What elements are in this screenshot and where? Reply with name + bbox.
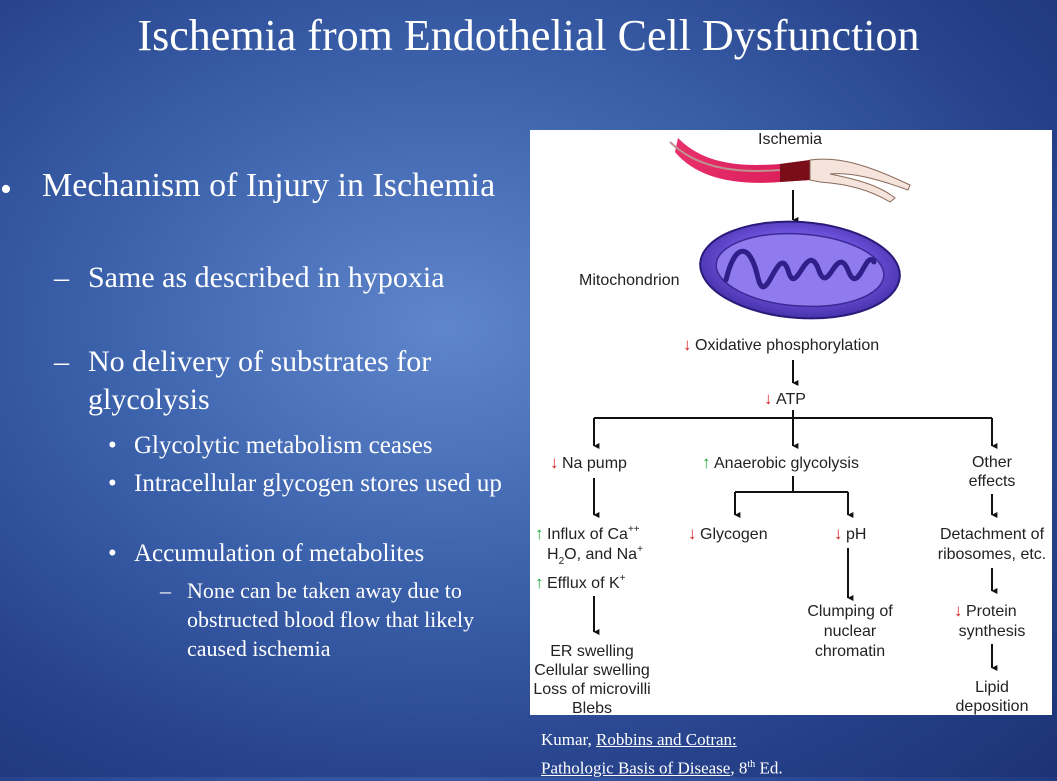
label-other: Other: [972, 454, 1013, 471]
bullet-dot: •: [108, 470, 117, 497]
bullet-mechanism: Mechanism of Injury in Ischemia: [42, 167, 496, 204]
label-ph: pH: [846, 526, 866, 543]
decrease-arrow-icon: ↓: [683, 335, 692, 354]
increase-arrow-icon: ↑: [535, 524, 544, 543]
blood-vessel-icon: [669, 138, 911, 203]
label-chromatin: chromatin: [815, 643, 885, 660]
label-clumping: Clumping of: [807, 603, 893, 620]
dash-marker: –: [160, 578, 171, 603]
ischemia-diagram: Ischemia Mitochondrion ↓ Oxidative phosp…: [530, 130, 1052, 715]
dash-marker: –: [54, 345, 69, 378]
label-ischemia: Ischemia: [758, 131, 822, 148]
label-blebs: Blebs: [572, 700, 612, 715]
bullet-dot: •: [108, 540, 117, 567]
subsubsub-bullet-blood-flow: None can be taken away due to obstructed…: [187, 578, 475, 661]
citation: Kumar, Robbins and Cotran: Pathologic Ba…: [541, 727, 783, 781]
sub-bullet-substrates: No delivery of substrates for glycolysis: [88, 345, 432, 416]
label-atp: ATP: [776, 391, 806, 408]
citation-book-title-1: Robbins and Cotran:: [596, 730, 737, 749]
subsub-bullet-metabolites: Accumulation of metabolites: [134, 540, 425, 567]
citation-book-title-2: Pathologic Basis of Disease: [541, 758, 731, 778]
sub-bullet-hypoxia: Same as described in hypoxia: [88, 261, 445, 294]
dash-marker: –: [54, 261, 69, 294]
mitochondrion-icon: [699, 220, 901, 320]
label-glycogen: Glycogen: [700, 526, 768, 543]
citation-edition-sup: th: [747, 759, 756, 770]
label-protein: Protein: [966, 603, 1017, 620]
citation-author: Kumar,: [541, 730, 597, 749]
increase-arrow-icon: ↑: [535, 573, 544, 592]
label-loss-of-microvilli: Loss of microvilli: [533, 681, 650, 698]
decrease-arrow-icon: ↓: [834, 524, 843, 543]
label-efflux-potassium: Efflux of K+: [547, 573, 626, 592]
bullet-dot: •: [108, 432, 117, 459]
label-oxidative-phosphorylation: Oxidative phosphorylation: [695, 337, 879, 354]
label-na-pump: Na pump: [562, 455, 627, 472]
label-synthesis: synthesis: [959, 623, 1026, 640]
label-er-swelling: ER swelling: [550, 643, 634, 660]
label-mitochondrion: Mitochondrion: [579, 272, 680, 289]
subsub-bullet-glycogen: Intracellular glycogen stores used up: [134, 470, 502, 497]
label-cellular-swelling: Cellular swelling: [534, 662, 650, 679]
label-nuclear: nuclear: [824, 623, 877, 640]
label-anaerobic-glycolysis: Anaerobic glycolysis: [714, 455, 859, 472]
decrease-arrow-icon: ↓: [764, 389, 773, 408]
increase-arrow-icon: ↑: [702, 453, 711, 472]
citation-edition-suffix: Ed.: [755, 758, 783, 778]
label-lipid: Lipid: [975, 679, 1009, 696]
citation-edition-prefix: , 8: [730, 758, 748, 778]
label-deposition: deposition: [956, 698, 1029, 715]
decrease-arrow-icon: ↓: [954, 601, 963, 620]
label-effects: effects: [969, 473, 1016, 490]
subsub-bullet-glycolytic: Glycolytic metabolism ceases: [134, 432, 433, 459]
label-influx-calcium: Influx of Ca++: [547, 524, 640, 543]
decrease-arrow-icon: ↓: [550, 453, 559, 472]
label-detachment: Detachment of: [940, 526, 1045, 543]
slide-title: Ischemia from Endothelial Cell Dysfuncti…: [137, 11, 920, 60]
decrease-arrow-icon: ↓: [688, 524, 697, 543]
label-influx-water-sodium: H2O, and Na+: [547, 544, 643, 567]
label-ribosomes: ribosomes, etc.: [938, 546, 1046, 563]
bullet-dot: •: [0, 171, 12, 208]
